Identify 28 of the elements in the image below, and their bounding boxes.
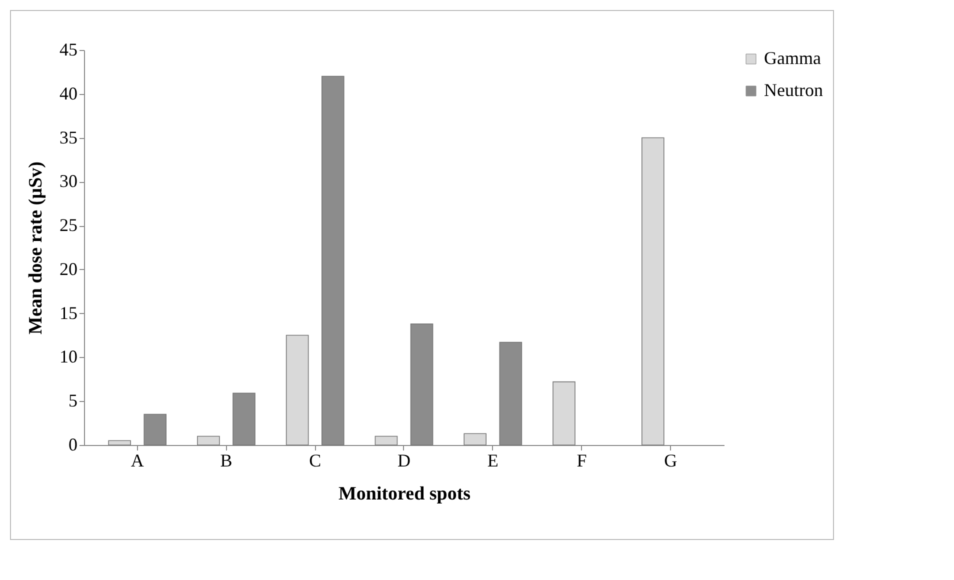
x-tick-label: D	[398, 450, 410, 470]
bar	[464, 433, 487, 446]
y-tick-label: 45	[60, 40, 78, 60]
y-tick-label: 25	[60, 215, 78, 236]
bar	[552, 381, 576, 446]
y-tick-label: 15	[60, 302, 78, 323]
y-tick-label: 10	[60, 346, 78, 367]
bar	[374, 436, 398, 446]
bar	[197, 436, 220, 446]
x-tick-label: E	[487, 450, 498, 470]
x-tick-label: G	[664, 450, 678, 470]
y-tick-label: 35	[60, 127, 78, 148]
bar	[286, 334, 309, 446]
y-axis-title: Mean dose rate (µSv)	[26, 162, 46, 334]
x-tick-label: C	[309, 450, 322, 470]
x-tick-label: F	[576, 450, 587, 470]
legend-label: Neutron	[764, 80, 823, 100]
y-tick-label: 40	[60, 83, 78, 104]
y-tick-label: 0	[68, 434, 78, 454]
x-tick-label: A	[130, 450, 144, 470]
x-axis-title: Monitored spots	[338, 484, 471, 504]
y-tick-label: 5	[68, 390, 78, 411]
x-tick-label: B	[220, 450, 232, 470]
y-tick-label: 30	[60, 171, 78, 192]
y-tick-label: 20	[60, 258, 78, 279]
bar	[641, 137, 664, 446]
legend-label: Gamma	[764, 48, 821, 68]
bar	[108, 440, 131, 446]
